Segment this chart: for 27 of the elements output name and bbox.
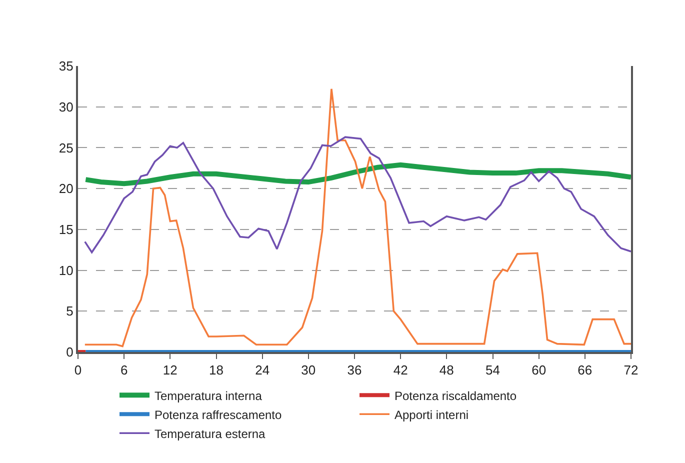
x-tick-label: 42 [393, 362, 408, 378]
y-tick-label: 5 [66, 304, 74, 319]
y-tick-label: 25 [58, 140, 74, 156]
legend-label: Apporti interni [394, 408, 469, 422]
x-tick-label: 48 [439, 362, 454, 378]
x-tick-label: 24 [255, 362, 270, 378]
x-tick-label: 12 [162, 362, 178, 378]
line-series [84, 136, 631, 254]
x-tick-label: 6 [120, 362, 128, 378]
x-tick-label: 36 [347, 362, 362, 378]
x-tick-label: 30 [301, 362, 316, 378]
legend-label: Temperatura esterna [154, 426, 266, 441]
x-tick-label: 18 [209, 362, 224, 378]
y-tick-label: 10 [58, 262, 74, 278]
legend-label: Potenza raffrescamento [154, 408, 282, 422]
line-series [84, 88, 631, 348]
x-tick-label: 72 [624, 362, 638, 378]
y-tick-label: 30 [58, 99, 74, 114]
legend-label: Potenza riscaldamento [394, 388, 517, 403]
legend-label: Temperatura interna [154, 388, 262, 403]
x-tick-label: 54 [486, 362, 500, 378]
y-tick-label: 15 [58, 222, 74, 237]
y-tick-label: 35 [58, 58, 74, 74]
x-tick-label: 60 [532, 362, 546, 378]
y-tick-label: 20 [58, 181, 74, 196]
y-tick-label: 0 [66, 344, 74, 360]
x-tick-label: 66 [578, 362, 592, 378]
